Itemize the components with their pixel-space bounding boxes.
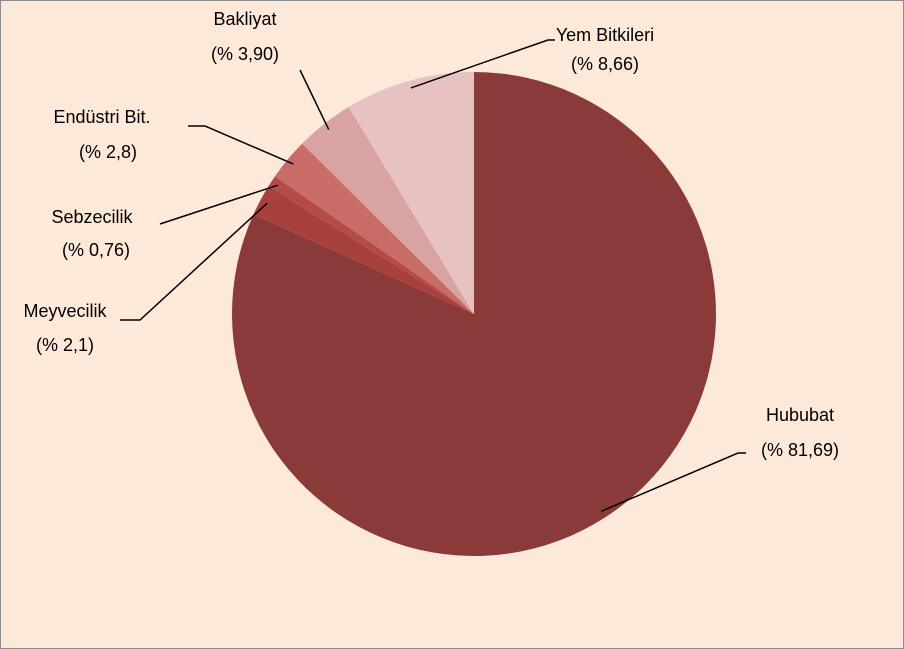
pie-slice (253, 186, 474, 314)
category-label: Sebzecilik (51, 207, 133, 227)
leader-line (120, 202, 268, 321)
leader-line (410, 39, 555, 89)
category-label: Hububat (766, 405, 834, 425)
leader-line (159, 184, 279, 225)
pie-slice (268, 176, 474, 314)
leader-line (600, 452, 746, 512)
category-label: Endüstri Bit. (53, 107, 150, 127)
value-label: (% 0,76) (62, 240, 130, 260)
value-label: (% 81,69) (761, 440, 839, 460)
category-label: Bakliyat (213, 9, 276, 29)
pie-slice (274, 143, 474, 314)
category-label: Meyvecilik (23, 301, 107, 321)
value-label: (% 3,90) (211, 44, 279, 64)
value-label: (% 8,66) (571, 54, 639, 74)
leader-line (299, 69, 330, 130)
value-label: (% 2,8) (79, 142, 137, 162)
pie-slice (302, 107, 474, 314)
leader-line (188, 125, 294, 165)
category-label: Yem Bitkileri (556, 25, 654, 45)
pie-slice (348, 72, 474, 314)
value-label: (% 2,1) (36, 335, 94, 355)
